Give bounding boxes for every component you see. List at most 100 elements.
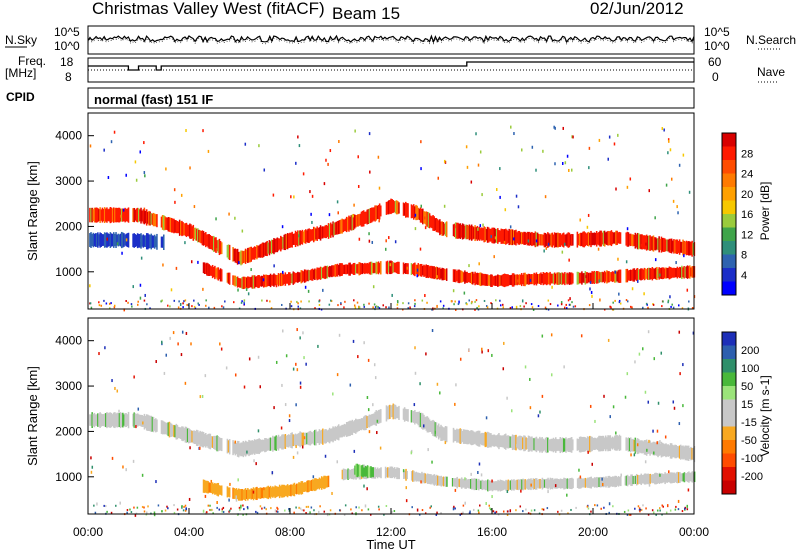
data-cell [108,208,110,222]
data-cell [520,231,523,245]
data-cell [527,435,530,452]
data-cell [614,475,616,488]
data-cell [228,487,231,498]
data-cell [552,273,555,284]
scatter-cell [391,293,393,297]
data-cell [425,211,428,226]
data-cell [625,268,627,283]
clutter-cell [600,507,602,510]
scatter-cell [180,193,183,197]
scatter-cell [601,482,604,486]
data-cell [286,484,289,498]
data-cell [376,467,379,479]
colorbar-tick: 100 [741,363,759,375]
data-cell [241,442,243,457]
scatter-cell [414,227,417,231]
clutter-cell [490,508,492,511]
data-cell [298,432,300,447]
data-cell [597,232,599,245]
y-tick-label: 4000 [55,334,82,348]
clutter-cell [396,303,399,306]
data-cell [316,431,318,443]
data-cell [237,441,240,458]
data-cell [676,445,679,458]
scatter-cell [179,302,182,306]
data-cell [664,444,666,457]
clutter-cell [169,305,171,308]
data-cell [633,235,635,246]
data-cell [483,432,485,446]
scatter-cell [414,213,417,217]
data-cell [110,207,113,223]
clutter-cell [208,306,210,309]
data-cell [181,220,183,237]
scatter-cell [510,409,513,413]
scatter-cell [436,382,439,386]
data-cell [300,432,303,447]
data-cell [510,274,513,286]
data-cell [109,232,112,248]
data-cell [491,480,494,492]
data-cell [295,434,298,446]
data-cell [679,267,682,278]
data-cell [274,274,276,286]
data-cell [487,227,490,243]
scatter-cell [640,243,643,247]
clutter-cell [374,306,377,309]
data-cell [256,439,258,454]
clutter-cell [297,305,300,308]
data-cell [260,275,263,287]
data-cell [625,437,627,451]
clutter-cell [276,507,279,510]
data-cell [283,484,285,498]
data-cell [416,472,419,482]
data-cell [101,207,104,223]
data-cell [639,474,641,484]
data-cell [151,213,154,225]
data-cell [567,438,570,452]
clutter-cell [383,513,385,516]
data-cell [633,439,635,452]
data-cell [365,466,368,477]
data-cell [658,267,660,280]
clutter-cell [241,300,243,303]
data-cell [207,433,209,448]
data-cell [94,414,97,426]
data-cell [116,208,118,223]
data-cell [363,465,365,477]
clutter-cell [547,308,550,311]
data-cell [235,276,238,287]
data-cell [557,272,559,285]
data-cell [581,232,583,247]
data-cell [277,273,280,287]
x-tick-label: 20:00 [578,525,608,539]
data-cell [356,419,358,433]
clutter-cell [108,302,111,305]
clutter-cell [125,299,127,302]
data-cell [485,228,488,241]
data-cell [483,226,485,243]
clutter-cell [475,299,478,302]
data-cell [98,413,100,427]
data-cell [537,438,540,451]
clutter-cell [90,306,93,309]
data-cell [105,232,107,248]
data-cell [317,431,320,444]
scatter-cell [247,292,250,296]
data-cell [530,232,532,246]
data-cell [257,488,259,499]
data-cell [586,232,589,246]
scatter-cell [676,205,678,209]
clutter-cell [356,301,359,304]
scatter-cell [502,367,505,371]
data-cell [305,482,307,492]
clutter-cell [243,299,246,302]
data-cell [393,467,396,479]
data-cell [215,237,217,253]
data-cell [186,224,189,236]
data-cell [351,214,354,231]
scatter-cell [406,266,409,270]
data-cell [257,245,259,258]
data-cell [609,231,612,246]
data-cell [423,211,425,224]
